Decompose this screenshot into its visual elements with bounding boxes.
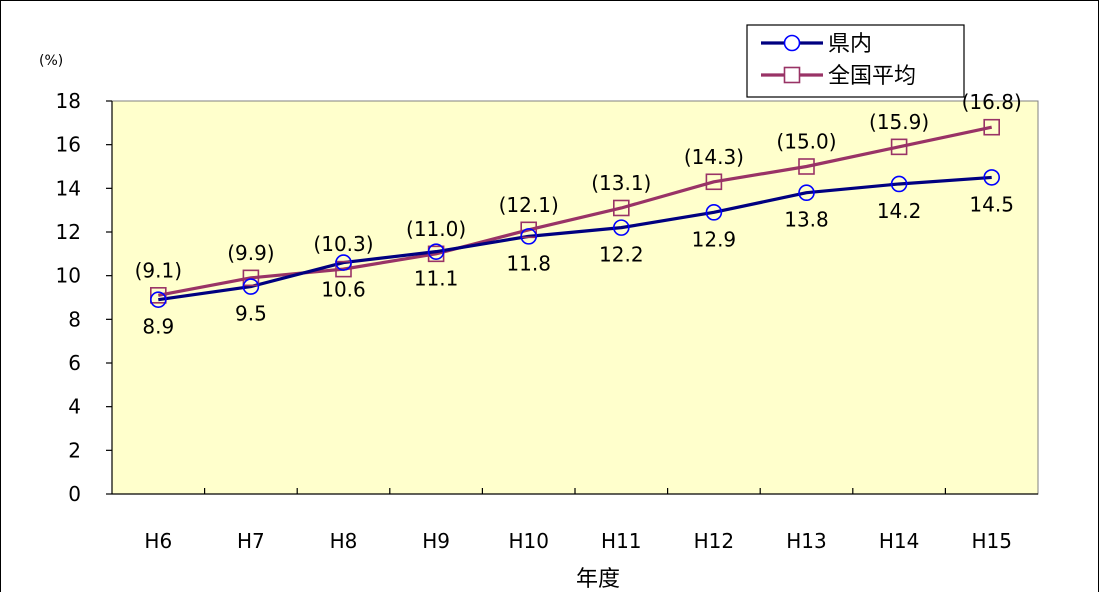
- x-tick-label: H7: [237, 529, 265, 553]
- y-tick-label: 18: [56, 89, 81, 113]
- data-label: 13.8: [784, 208, 829, 232]
- data-label: 10.6: [321, 278, 366, 302]
- data-point-marker: [520, 228, 538, 245]
- y-axis-ticks: 0 2 4 6 8 10 12 14 16 18: [56, 89, 112, 506]
- x-tick-label: H8: [330, 529, 358, 553]
- data-point-marker: [150, 291, 167, 308]
- data-point-marker: [798, 158, 815, 175]
- legend-box: [746, 24, 965, 98]
- y-tick-label: 12: [56, 220, 81, 244]
- data-label: 12.2: [599, 243, 644, 267]
- data-label: (15.0): [776, 130, 836, 154]
- x-tick-label: H11: [601, 529, 642, 553]
- legend-marker-square: [783, 66, 801, 84]
- data-label: 14.2: [877, 199, 922, 223]
- data-point-marker: [612, 219, 630, 236]
- data-label: (9.9): [227, 241, 274, 265]
- data-point-marker: [520, 221, 538, 239]
- data-label: (15.9): [869, 110, 929, 134]
- x-axis-title: 年度: [576, 567, 620, 592]
- data-point-marker: [705, 173, 723, 191]
- legend-label-1: 全国平均: [828, 64, 916, 89]
- data-label: (12.1): [499, 193, 559, 217]
- y-tick-label: 14: [56, 176, 81, 200]
- y-tick-label: 4: [68, 395, 81, 419]
- x-tick-label: H13: [786, 529, 827, 553]
- data-label: (9.1): [135, 258, 182, 282]
- data-label: (10.3): [313, 232, 373, 256]
- y-tick-label: 2: [68, 438, 81, 462]
- data-point-marker: [335, 260, 352, 278]
- y-axis-unit-label: (%): [39, 53, 63, 69]
- data-point-marker: [612, 199, 630, 217]
- data-point-marker: [983, 169, 1001, 186]
- legend-label-0: 県内: [828, 32, 872, 57]
- y-tick-label: 6: [68, 351, 81, 375]
- data-point-marker: [983, 118, 1001, 136]
- data-point-marker: [798, 184, 815, 201]
- x-tick-label: H10: [508, 529, 549, 553]
- data-label: (16.8): [962, 90, 1022, 114]
- data-label: (11.0): [406, 217, 466, 241]
- data-point-marker: [427, 243, 445, 260]
- x-tick-label: H6: [144, 529, 172, 553]
- y-tick-label: 16: [56, 133, 81, 157]
- data-label: 8.9: [142, 315, 174, 339]
- y-tick-label: 0: [68, 482, 81, 506]
- data-point-marker: [705, 204, 723, 221]
- data-point-marker: [890, 175, 908, 193]
- y-tick-label: 8: [68, 307, 81, 331]
- data-point-marker: [242, 278, 260, 295]
- plot-area: [111, 100, 1039, 495]
- data-point-marker: [242, 269, 260, 287]
- data-label: 12.9: [692, 227, 737, 251]
- data-label: (13.1): [591, 171, 651, 195]
- data-label: 14.5: [969, 192, 1014, 216]
- series-line-0: [158, 175, 992, 302]
- data-point-marker: [890, 138, 908, 156]
- x-axis-ticks: H6 H7 H8 H9 H10 H11 H12 H13 H14 H15: [144, 488, 1012, 553]
- x-tick-label: H9: [422, 529, 450, 553]
- data-label: 11.1: [414, 267, 459, 291]
- data-label: 9.5: [235, 302, 267, 326]
- x-tick-label: H15: [971, 529, 1012, 553]
- legend-marker-circle: [783, 34, 801, 52]
- data-point-marker: [335, 254, 352, 271]
- y-tick-label: 10: [56, 264, 81, 288]
- data-label: 11.8: [506, 251, 551, 275]
- data-label-layer: (9.1) (9.9) (10.3) (11.0) (12.1) (13.1) (14.3)…: [135, 90, 1022, 338]
- data-point-marker: [150, 287, 167, 304]
- x-tick-label: H12: [694, 529, 735, 553]
- x-tick-label: H14: [879, 529, 920, 553]
- series-layer: [150, 118, 1001, 308]
- data-label: (14.3): [684, 145, 744, 169]
